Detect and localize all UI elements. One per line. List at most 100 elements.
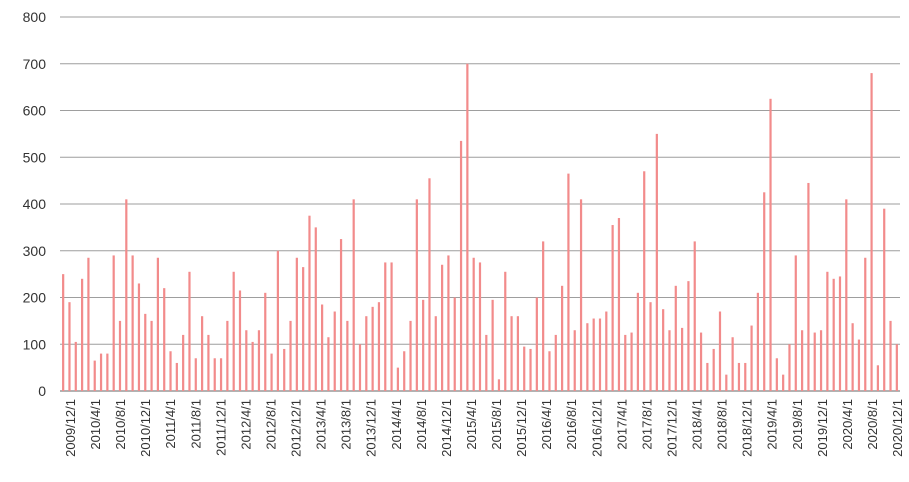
y-tick-label: 600	[23, 103, 47, 119]
y-tick-label: 100	[23, 336, 47, 352]
bar	[636, 292, 639, 391]
bar	[131, 255, 134, 391]
bar	[403, 351, 406, 391]
bar	[125, 199, 128, 391]
x-tick-label: 2019/4/1	[765, 399, 780, 450]
y-tick-label: 0	[38, 383, 46, 399]
bar	[504, 271, 507, 391]
y-tick-label: 300	[23, 243, 47, 259]
x-tick-label: 2016/8/1	[564, 399, 579, 450]
y-tick-label: 400	[23, 196, 47, 212]
x-tick-label: 2018/4/1	[690, 399, 705, 450]
bar	[731, 337, 734, 391]
x-tick-label: 2015/8/1	[489, 399, 504, 450]
bar	[788, 344, 791, 391]
bar	[339, 239, 343, 391]
bar	[144, 313, 147, 391]
bar	[845, 199, 848, 391]
bar	[516, 316, 519, 391]
bar	[510, 316, 513, 391]
y-tick-label: 700	[23, 56, 47, 72]
bar	[327, 337, 330, 391]
x-tick-label: 2020/12/1	[890, 399, 905, 457]
bar	[62, 274, 65, 392]
bar	[807, 182, 810, 391]
bar	[434, 316, 437, 391]
bar	[491, 299, 494, 391]
bar	[409, 320, 412, 392]
x-tick-label: 2019/8/1	[790, 399, 805, 450]
x-tick-label: 2020/8/1	[865, 399, 880, 450]
bar	[245, 330, 248, 391]
bar	[662, 309, 665, 391]
bar	[876, 365, 879, 391]
bar	[586, 323, 589, 391]
bar	[251, 341, 254, 391]
y-tick-label: 800	[23, 9, 47, 25]
y-tick-label: 200	[23, 290, 47, 306]
bar	[744, 362, 747, 391]
bar	[283, 348, 286, 391]
bar	[681, 327, 684, 391]
x-tick-label: 2010/12/1	[138, 399, 153, 457]
bar	[264, 292, 267, 391]
bar	[453, 297, 456, 391]
x-tick-label: 2011/4/1	[163, 399, 178, 449]
bars	[62, 63, 898, 392]
bar	[485, 334, 488, 391]
bar	[207, 334, 210, 391]
x-tick-label: 2015/12/1	[514, 399, 529, 457]
bar	[605, 311, 608, 391]
x-tick-label: 2012/4/1	[238, 399, 253, 450]
bar	[870, 73, 873, 391]
bar	[763, 192, 766, 391]
bar	[106, 353, 109, 391]
x-tick-label: 2013/8/1	[339, 399, 354, 450]
bar	[137, 283, 141, 391]
x-tick-label: 2009/12/1	[63, 399, 78, 457]
x-tick-label: 2013/12/1	[364, 399, 379, 457]
bar	[712, 348, 715, 391]
bar	[314, 227, 317, 392]
bar	[441, 264, 444, 391]
x-tick-label: 2017/12/1	[664, 399, 679, 457]
bar	[523, 346, 526, 391]
x-tick-label: 2013/4/1	[314, 399, 329, 450]
bar	[415, 199, 418, 391]
bar	[857, 339, 861, 391]
bar	[182, 334, 185, 391]
bar	[346, 320, 349, 392]
bar	[270, 353, 273, 391]
bar	[775, 358, 778, 391]
x-axis-ticks: 2009/12/1 2010/4/1 2010/8/1 2010/12/1 2011/4…	[63, 399, 905, 457]
bar	[194, 358, 197, 391]
bar	[238, 290, 242, 391]
bar	[232, 271, 235, 391]
bar	[175, 362, 178, 391]
x-tick-label: 2019/12/1	[815, 399, 830, 457]
bar	[895, 344, 898, 391]
bar	[687, 281, 690, 391]
bar	[472, 257, 475, 391]
x-tick-label: 2016/12/1	[589, 399, 604, 457]
x-tick-label: 2010/4/1	[88, 399, 103, 450]
bar	[624, 334, 627, 391]
bar	[276, 250, 279, 391]
bar	[422, 299, 425, 391]
bar	[548, 351, 551, 391]
bar	[447, 255, 450, 391]
bar	[150, 320, 153, 392]
bar	[302, 267, 305, 391]
x-tick-label: 2014/4/1	[389, 399, 404, 450]
bar	[169, 351, 172, 391]
bar	[699, 332, 703, 391]
x-tick-label: 2018/12/1	[740, 399, 755, 457]
y-tick-label: 500	[23, 149, 47, 165]
bar	[725, 374, 728, 391]
bar	[377, 302, 381, 391]
bar	[592, 318, 595, 391]
x-tick-label: 2020/4/1	[840, 399, 855, 450]
bar	[655, 133, 658, 392]
x-tick-label: 2015/4/1	[464, 399, 479, 450]
